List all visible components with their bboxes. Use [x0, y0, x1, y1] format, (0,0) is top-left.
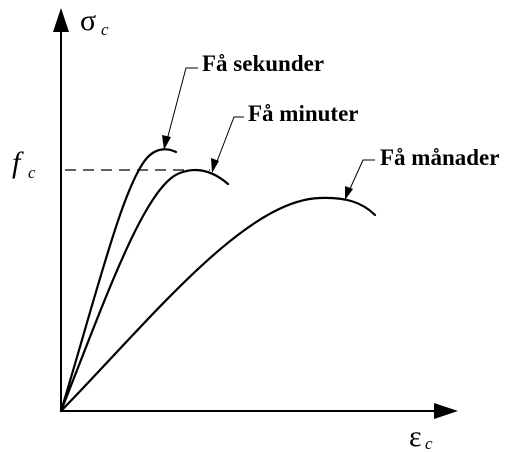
leader-months-arrowhead — [345, 186, 353, 200]
label-minutes: Få minuter — [248, 101, 359, 126]
x-axis-symbol: ε — [409, 420, 422, 452]
leader-seconds — [166, 67, 198, 141]
strength-symbol: f — [12, 146, 24, 179]
leader-minutes — [215, 116, 244, 165]
y-axis-arrowhead — [53, 8, 69, 32]
curve-seconds — [59, 148, 178, 413]
label-months: Få månader — [380, 145, 499, 170]
x-axis-arrowhead — [434, 403, 458, 419]
leader-months — [348, 159, 375, 192]
y-axis-subscript: c — [101, 20, 109, 39]
curve-minutes — [59, 168, 230, 413]
y-axis-symbol: σ — [80, 4, 96, 37]
leader-seconds-arrowhead — [162, 135, 171, 150]
strength-subscript: c — [28, 163, 36, 182]
curve-months — [59, 196, 377, 413]
x-axis-subscript: c — [425, 434, 433, 452]
label-seconds: Få sekunder — [202, 51, 324, 76]
leader-minutes-arrowhead — [211, 158, 219, 173]
